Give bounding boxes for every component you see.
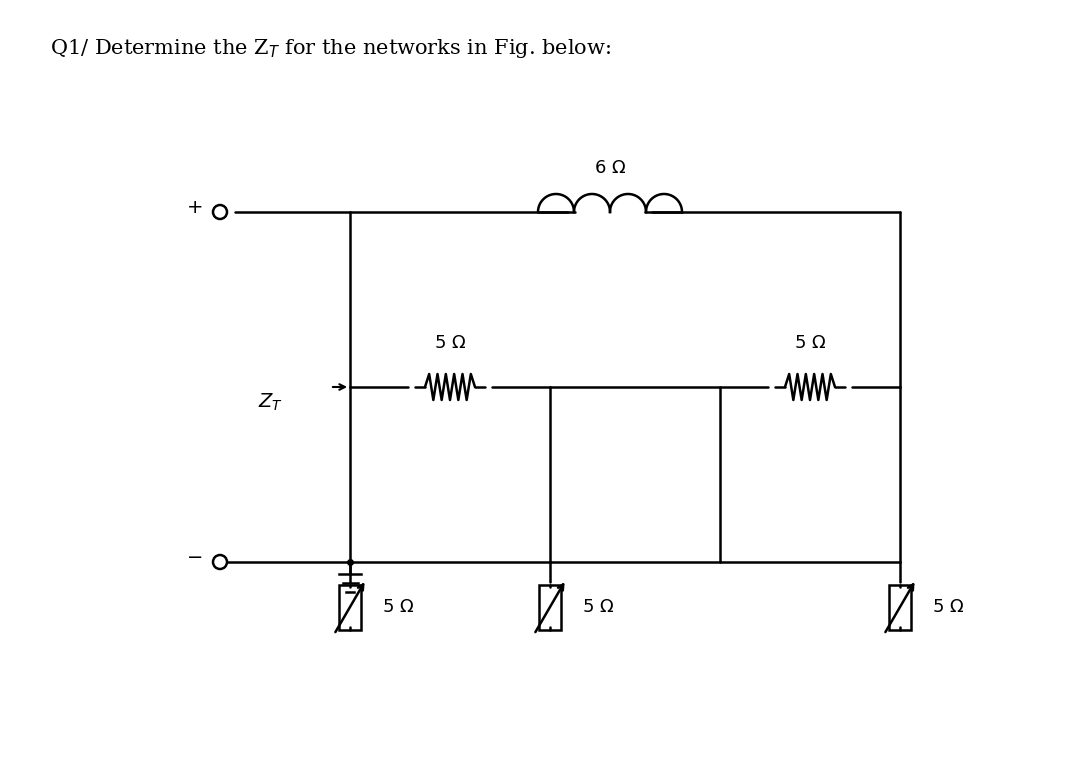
Text: 5 $\Omega$: 5 $\Omega$ <box>434 334 467 352</box>
Text: 5 $\Omega$: 5 $\Omega$ <box>794 334 826 352</box>
Text: 6 $\Omega$: 6 $\Omega$ <box>594 159 626 177</box>
Text: +: + <box>187 197 203 216</box>
Text: −: − <box>187 548 203 566</box>
Text: $Z_T$: $Z_T$ <box>257 392 283 413</box>
Bar <box>889 584 912 629</box>
Text: Q1/ Determine the Z$_T$ for the networks in Fig. below:: Q1/ Determine the Z$_T$ for the networks… <box>50 37 611 60</box>
Text: 5 $\Omega$: 5 $\Omega$ <box>582 598 615 616</box>
Bar <box>539 584 561 629</box>
Text: 5 $\Omega$: 5 $\Omega$ <box>932 598 964 616</box>
Text: 5 $\Omega$: 5 $\Omega$ <box>382 598 414 616</box>
Bar <box>339 584 361 629</box>
